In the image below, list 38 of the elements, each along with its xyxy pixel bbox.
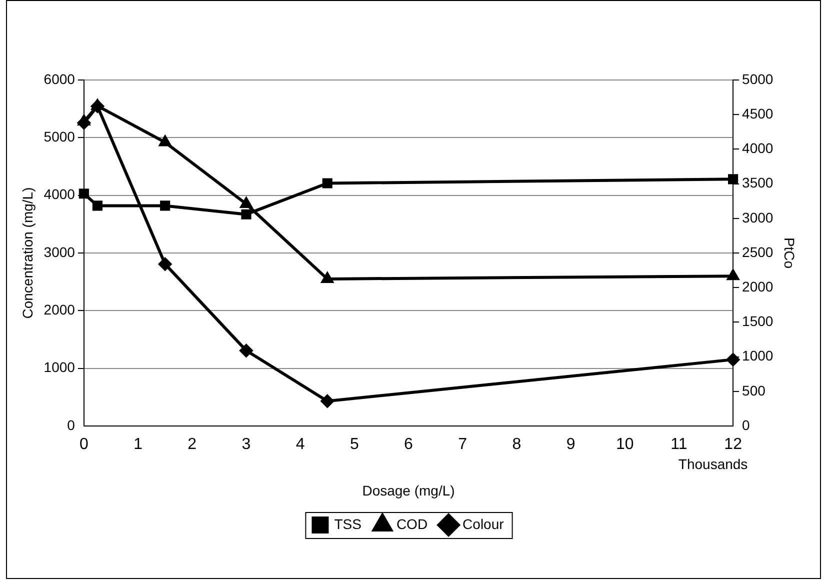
x-tick-label: 4 [296, 436, 305, 454]
y-tick-label: 3000 [44, 244, 76, 260]
x-tick-label: 3 [242, 436, 251, 454]
y2-tick-label: 5000 [742, 70, 774, 87]
legend-label: COD [396, 516, 428, 532]
y2-tick-label: 1000 [742, 348, 774, 364]
x-tick-label: 9 [566, 436, 576, 454]
y-tick-label: 1000 [44, 359, 76, 376]
y-tick-label: 2000 [44, 302, 76, 318]
y2-tick-label: 3000 [742, 209, 774, 226]
y2-tick-label: 3500 [742, 174, 774, 191]
x-tick-label: 1 [134, 436, 143, 454]
x-tick-label: 7 [458, 436, 468, 454]
x-tick-label: 10 [616, 436, 634, 454]
y-tick-label: 0 [67, 416, 76, 433]
y-axis-title: Concentration (mg/L) [19, 187, 36, 319]
x-axis-title: Dosage (mg/L) [362, 482, 455, 498]
legend-label: Colour [462, 516, 504, 532]
text: Thousands [678, 456, 748, 472]
x-tick-label: 2 [188, 436, 197, 454]
y2-tick-label: 4000 [742, 140, 774, 156]
x-tick-label: 6 [404, 436, 414, 454]
y2-tick-label: 1500 [742, 313, 774, 330]
y-tick-label: 5000 [44, 128, 76, 145]
x-tick-label: 12 [724, 436, 742, 454]
y2-tick-label: 2500 [742, 244, 774, 260]
y2-axis-title: PtCo [782, 237, 798, 269]
y-tick-label: 4000 [44, 186, 76, 202]
y2-tick-label: 2000 [742, 278, 774, 294]
x-tick-label: 8 [512, 436, 522, 454]
x-tick-label: 11 [670, 436, 688, 454]
y2-tick-label: 500 [742, 382, 766, 398]
y2-tick-label: 0 [742, 416, 750, 433]
legend-label: TSS [334, 516, 362, 532]
x-tick-label: 5 [350, 436, 359, 454]
x-tick-label: 0 [79, 436, 88, 454]
y-tick-label: 6000 [44, 70, 76, 87]
y2-tick-label: 4500 [742, 105, 774, 122]
